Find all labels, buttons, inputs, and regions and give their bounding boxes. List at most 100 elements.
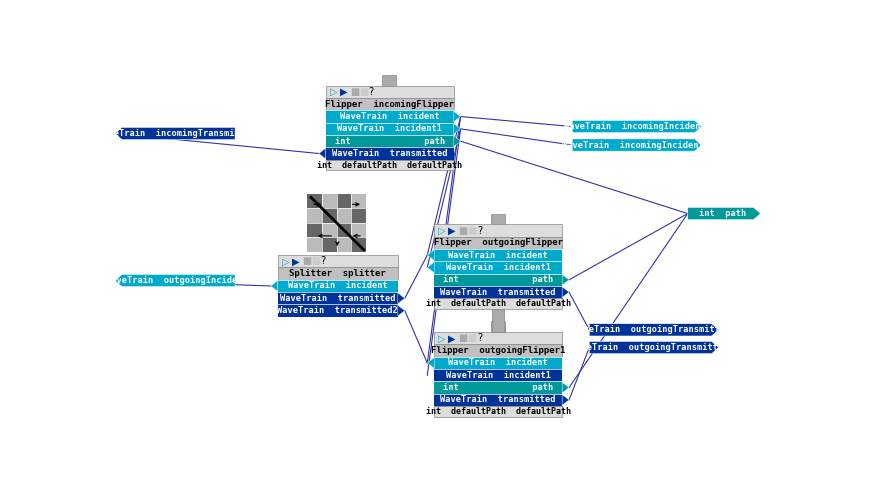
Bar	[322, 194, 336, 208]
Bar	[322, 208, 336, 223]
Polygon shape	[572, 139, 700, 151]
Polygon shape	[561, 274, 568, 285]
Polygon shape	[427, 250, 434, 261]
Text: WaveTrain  incident: WaveTrain incident	[340, 112, 439, 121]
Bar	[325, 86, 453, 98]
Bar	[325, 110, 453, 122]
Text: WaveTrain  transmitted2: WaveTrain transmitted2	[277, 306, 398, 315]
Text: Splitter  splitter: Splitter splitter	[289, 269, 386, 278]
Text: ▷: ▷	[329, 87, 337, 97]
Text: int  defaultPath  defaultPath: int defaultPath defaultPath	[317, 161, 461, 170]
Polygon shape	[427, 358, 434, 368]
Text: ▶: ▶	[448, 333, 455, 343]
Polygon shape	[397, 293, 404, 304]
Bar	[434, 369, 561, 381]
Bar	[325, 122, 453, 135]
Polygon shape	[561, 287, 568, 297]
Bar	[336, 223, 351, 238]
Bar	[277, 304, 397, 317]
Text: ■: ■	[458, 225, 467, 236]
Text: WaveTrain  incident: WaveTrain incident	[448, 359, 547, 368]
Text: ▶: ▶	[448, 225, 455, 236]
Text: int  defaultPath  defaultPath: int defaultPath defaultPath	[425, 299, 570, 308]
Bar	[307, 194, 322, 208]
Bar	[322, 238, 336, 252]
Polygon shape	[453, 111, 460, 122]
Text: Flipper  incomingFlipper: Flipper incomingFlipper	[325, 100, 454, 109]
Bar	[351, 208, 366, 223]
Polygon shape	[453, 123, 460, 134]
Bar	[434, 381, 561, 394]
Text: int              path: int path	[335, 137, 444, 146]
Text: ■: ■	[311, 256, 320, 266]
Bar	[336, 208, 351, 223]
Bar	[325, 160, 453, 171]
Text: WaveTrain  incomingTransmitted: WaveTrain incomingTransmitted	[98, 129, 255, 138]
Text: ■: ■	[458, 333, 467, 343]
Text: WaveTrain  incomingIncident: WaveTrain incomingIncident	[564, 122, 706, 131]
Polygon shape	[453, 136, 460, 147]
Text: int              path: int path	[442, 383, 553, 392]
Polygon shape	[561, 382, 568, 393]
Polygon shape	[427, 262, 434, 273]
Text: int              path: int path	[442, 275, 553, 284]
Text: Flipper  outgoingFlipper: Flipper outgoingFlipper	[433, 238, 562, 247]
Polygon shape	[318, 148, 325, 159]
Text: WaveTrain  incident1: WaveTrain incident1	[445, 371, 550, 380]
Bar	[434, 298, 561, 309]
Bar	[351, 194, 366, 208]
Text: ?: ?	[368, 87, 373, 97]
Text: ▶: ▶	[339, 87, 347, 97]
Bar	[434, 286, 561, 298]
Bar	[491, 309, 503, 332]
Bar	[322, 223, 336, 238]
Bar	[434, 406, 561, 417]
Polygon shape	[588, 342, 718, 354]
Text: WaveTrain  incident1: WaveTrain incident1	[445, 263, 550, 272]
Bar	[434, 237, 561, 249]
Text: ?: ?	[320, 256, 325, 266]
Bar	[490, 321, 504, 332]
Bar	[307, 208, 322, 223]
Text: WaveTrain  incident: WaveTrain incident	[288, 281, 388, 291]
Bar	[434, 273, 561, 286]
Bar	[277, 292, 397, 304]
Polygon shape	[397, 305, 404, 316]
Text: WaveTrain  outgoingIncident: WaveTrain outgoingIncident	[106, 276, 248, 285]
Polygon shape	[572, 121, 700, 133]
Polygon shape	[270, 281, 277, 292]
Polygon shape	[687, 207, 760, 220]
Text: ▷: ▷	[438, 225, 445, 236]
Bar	[434, 357, 561, 369]
Bar	[434, 224, 561, 237]
Text: ?: ?	[476, 333, 481, 343]
Polygon shape	[115, 127, 235, 140]
Text: ■: ■	[467, 225, 476, 236]
Bar	[434, 261, 561, 273]
Bar	[277, 255, 397, 268]
Bar	[434, 394, 561, 406]
Text: WaveTrain  incident1: WaveTrain incident1	[337, 124, 441, 133]
Bar	[277, 280, 397, 292]
Bar	[434, 344, 561, 357]
Text: int  path: int path	[698, 209, 745, 218]
Text: ■: ■	[359, 87, 368, 97]
Text: ■: ■	[302, 256, 310, 266]
Polygon shape	[588, 324, 718, 336]
Text: WaveTrain  transmitted: WaveTrain transmitted	[440, 288, 555, 296]
Text: WaveTrain  incomingIncident1: WaveTrain incomingIncident1	[561, 141, 708, 149]
Text: int  defaultPath  defaultPath: int defaultPath defaultPath	[425, 407, 570, 416]
Bar	[381, 75, 395, 86]
Text: ▷: ▷	[282, 256, 289, 266]
Bar	[307, 238, 322, 252]
Bar	[336, 194, 351, 208]
Bar	[351, 223, 366, 238]
Bar	[351, 238, 366, 252]
Bar	[325, 147, 453, 160]
Text: ▷: ▷	[438, 333, 445, 343]
Text: ?: ?	[476, 225, 481, 236]
Text: ■: ■	[349, 87, 359, 97]
Text: WaveTrain  transmitted: WaveTrain transmitted	[332, 149, 447, 158]
Text: ▶: ▶	[291, 256, 299, 266]
Polygon shape	[561, 394, 568, 405]
